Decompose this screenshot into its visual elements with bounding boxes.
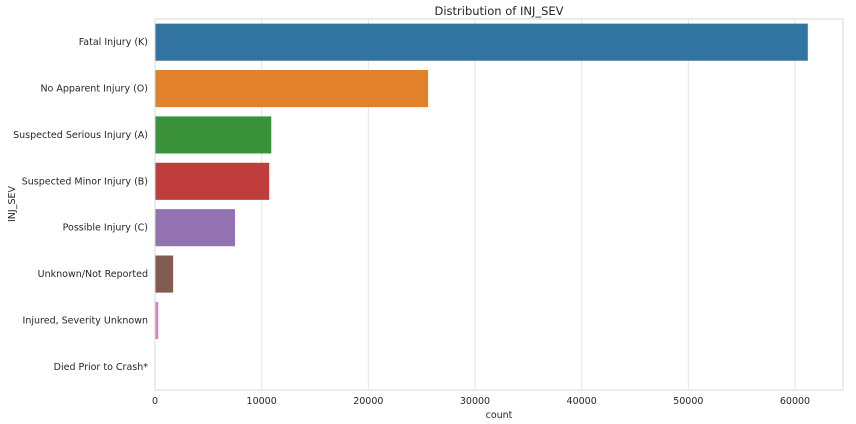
x-tick-label: 0 <box>152 396 158 407</box>
y-category-label: Possible Injury (C) <box>63 223 148 234</box>
x-tick-label: 30000 <box>460 396 490 407</box>
y-category-label: Injured, Severity Unknown <box>23 315 148 326</box>
y-category-label: Suspected Serious Injury (A) <box>13 130 148 141</box>
y-category-label: Died Prior to Crash* <box>54 362 149 373</box>
x-tick-layer: 0 10000 20000 30000 40000 50000 60000 <box>152 396 810 407</box>
bar-layer <box>155 23 808 339</box>
x-axis-label: count <box>486 410 513 421</box>
bar-4 <box>155 162 270 200</box>
y-tick-layer: Fatal Injury (K) No Apparent Injury (O) Su… <box>13 37 148 373</box>
x-tick-label: 60000 <box>780 396 810 407</box>
y-category-label: Fatal Injury (K) <box>79 37 148 48</box>
x-tick-label: 40000 <box>567 396 597 407</box>
x-tick-label: 10000 <box>247 396 277 407</box>
x-tick-label: 50000 <box>673 396 703 407</box>
y-category-label: Unknown/Not Reported <box>38 269 148 280</box>
bar-5 <box>155 209 235 247</box>
plot-frame <box>154 18 844 391</box>
y-axis-label: INJ_SEV <box>7 186 18 222</box>
bar-1 <box>155 23 808 61</box>
y-category-label: Suspected Minor Injury (B) <box>22 176 148 187</box>
bar-2 <box>155 70 429 108</box>
y-category-label: No Apparent Injury (O) <box>40 84 148 95</box>
bar-6 <box>155 255 174 293</box>
bar-3 <box>155 116 272 154</box>
bar-7 <box>155 301 159 339</box>
x-tick-label: 20000 <box>353 396 383 407</box>
chart-title: Distribution of INJ_SEV <box>434 4 563 18</box>
